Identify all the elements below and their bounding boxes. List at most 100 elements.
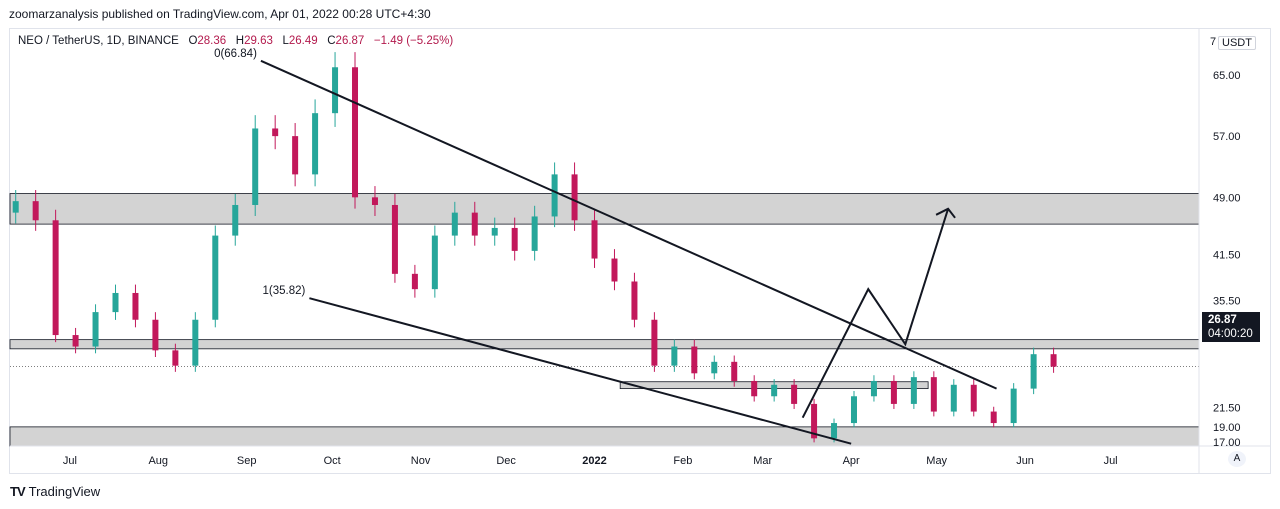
candle-body xyxy=(172,350,179,366)
candle-body xyxy=(950,384,957,412)
trendlines-layer xyxy=(260,59,997,445)
price-tick-label: 35.50 xyxy=(1213,296,1241,308)
time-tick-label: Jul xyxy=(1104,455,1118,467)
candle-body xyxy=(12,201,19,213)
candle-body xyxy=(691,346,698,374)
candle-body xyxy=(132,292,139,320)
time-tick-label: Sep xyxy=(237,455,257,467)
candle-body xyxy=(551,174,558,217)
candle-body xyxy=(651,319,658,366)
tradingview-logo[interactable]: TV xyxy=(10,484,26,499)
annotations-layer: 0(66.84) 1(35.82) xyxy=(214,48,305,297)
trendline-1 xyxy=(309,297,852,445)
candle-body xyxy=(352,67,359,198)
candle-body xyxy=(292,136,299,175)
candle-body xyxy=(411,273,418,290)
price-tick-label: 57.00 xyxy=(1213,131,1241,143)
time-tick-label: Mar xyxy=(753,455,772,467)
candle-body xyxy=(771,384,778,397)
publisher-line: zoomarzanalysis published on TradingView… xyxy=(9,7,431,21)
low-value: 26.49 xyxy=(288,35,318,47)
candle-body xyxy=(910,377,917,404)
zone-2 xyxy=(9,426,1200,447)
time-tick-label: Apr xyxy=(843,455,860,467)
chart-frame xyxy=(9,28,1271,474)
candle-body xyxy=(850,396,857,424)
change-value: −1.49 (−5.25%) xyxy=(373,35,454,47)
candle-body xyxy=(731,361,738,381)
axis-top-label: 7 xyxy=(1210,36,1217,48)
candle-body xyxy=(990,411,997,424)
low-label: L xyxy=(282,35,289,47)
candle-body xyxy=(32,201,39,221)
candle-body xyxy=(232,204,239,236)
candle-body xyxy=(591,220,598,259)
symbol-label[interactable]: NEO / TetherUS, 1D, BINANCE xyxy=(18,35,179,47)
price-tick-label: 17.00 xyxy=(1213,437,1241,449)
candle-body xyxy=(212,235,219,320)
candle-body xyxy=(970,384,977,412)
high-value: 29.63 xyxy=(244,35,273,47)
price-axis: 65.0057.0049.0041.5035.5031.5021.5019.00… xyxy=(1213,70,1241,449)
candle-body xyxy=(431,235,438,290)
candle-body xyxy=(152,319,159,351)
projection-arrowhead xyxy=(935,207,956,219)
zone-1 xyxy=(9,339,1200,350)
candle-body xyxy=(1050,354,1057,367)
candle-body xyxy=(491,227,498,236)
close-value: 26.87 xyxy=(335,35,365,47)
candle-body xyxy=(791,384,798,404)
candle-body xyxy=(391,204,398,274)
tradingview-brand[interactable]: TradingView xyxy=(28,484,101,499)
last-price-value: 26.87 xyxy=(1208,314,1237,326)
time-tick-label: Oct xyxy=(324,455,341,467)
time-tick-label: Jul xyxy=(63,455,77,467)
candle-body xyxy=(631,281,638,320)
fib-label-0: 0(66.84) xyxy=(214,48,257,60)
zones-layer xyxy=(9,193,1200,447)
footer: TV TradingView xyxy=(10,484,100,499)
candle-body xyxy=(312,113,319,175)
open-value: 28.36 xyxy=(197,35,227,47)
candle-body xyxy=(751,380,758,397)
candle-body xyxy=(371,197,378,205)
price-tick-label: 19.00 xyxy=(1213,422,1241,434)
currency-button[interactable]: USDT xyxy=(1218,36,1256,50)
candle-body xyxy=(531,216,538,251)
candle-body xyxy=(272,128,279,137)
candle-body xyxy=(451,212,458,236)
candle-body xyxy=(511,227,518,251)
candle-body xyxy=(1030,354,1037,389)
time-tick-label: Feb xyxy=(673,455,692,467)
candle-body xyxy=(811,403,818,439)
fib-label-1: 1(35.82) xyxy=(263,285,306,297)
candle-body xyxy=(930,377,937,412)
candle-body xyxy=(112,292,119,313)
price-tick-label: 49.00 xyxy=(1213,192,1241,204)
bar-countdown: 04:00:20 xyxy=(1208,328,1253,340)
grid-layer xyxy=(10,29,1270,473)
projection-path xyxy=(801,208,950,419)
candle-body xyxy=(890,380,897,404)
candles-layer xyxy=(12,52,1057,443)
zone-0 xyxy=(9,193,1200,225)
candle-body xyxy=(72,335,79,347)
candle-body xyxy=(1010,388,1017,424)
high-label: H xyxy=(235,35,245,47)
time-tick-label: Aug xyxy=(148,455,168,467)
candle-body xyxy=(192,319,199,366)
candle-body xyxy=(52,220,59,336)
time-tick-label: May xyxy=(926,455,947,467)
candle-body xyxy=(831,423,838,439)
time-tick-label: Dec xyxy=(496,455,516,467)
time-tick-label: Jun xyxy=(1016,455,1034,467)
candle-body xyxy=(611,258,618,282)
candle-body xyxy=(252,128,259,205)
price-tick-label: 21.50 xyxy=(1213,403,1241,415)
auto-scale-button[interactable]: A xyxy=(1228,451,1246,467)
trendline-0 xyxy=(260,59,997,390)
price-tick-label: 41.50 xyxy=(1213,250,1241,262)
candle-body xyxy=(92,312,99,347)
candle-body xyxy=(671,346,678,366)
